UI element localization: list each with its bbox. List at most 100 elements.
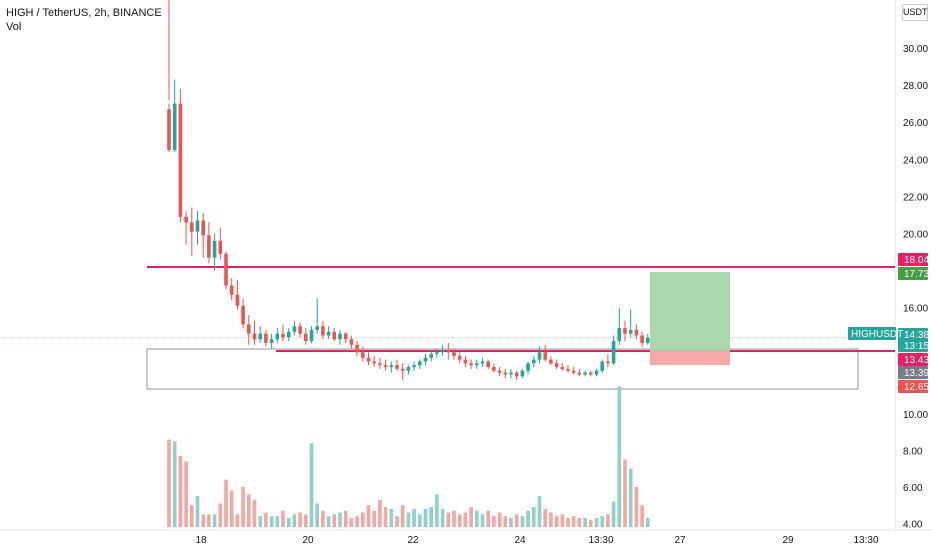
volume-indicator-label: Vol	[6, 21, 22, 33]
volume-bar	[514, 514, 519, 527]
volume-bar	[617, 386, 622, 527]
currency-unit-button[interactable]: USDT	[902, 4, 928, 21]
candle-body	[446, 350, 451, 353]
candle-body	[212, 240, 217, 258]
price-tick-label: 20.00	[903, 230, 928, 241]
candle-body	[583, 372, 587, 375]
candle-body	[600, 361, 604, 371]
candle-body	[611, 341, 616, 364]
candle-body	[617, 328, 622, 342]
candle-body	[361, 352, 365, 358]
volume-bar	[235, 514, 240, 527]
volume-bar	[429, 507, 433, 527]
volume-bar	[566, 518, 570, 527]
candle-body	[269, 339, 274, 343]
candle-body	[309, 329, 314, 342]
candle-body	[452, 352, 456, 356]
symbol-tag	[848, 327, 896, 340]
candle-body	[235, 294, 240, 306]
volume-bar	[412, 508, 416, 527]
candle-body	[383, 365, 388, 368]
candle-body	[286, 331, 291, 338]
candle-body	[258, 333, 262, 340]
volume-bar	[326, 516, 331, 527]
volume-bar	[560, 514, 565, 527]
volume-bar	[184, 461, 188, 527]
candle-body	[406, 367, 411, 371]
volume-bar	[463, 512, 468, 527]
volume-bar	[212, 514, 217, 527]
price-tick-label: 24.00	[903, 155, 928, 166]
candle-body	[537, 352, 542, 360]
volume-bar	[218, 503, 223, 527]
candle-body	[549, 359, 553, 364]
time-tick-label: 13:30	[853, 535, 878, 546]
volume-bar	[418, 514, 422, 527]
candle-body	[423, 357, 428, 362]
volume-bar	[503, 516, 508, 527]
volume-bar	[332, 514, 337, 527]
volume-bar	[201, 514, 205, 527]
volume-bar	[628, 468, 633, 527]
volume-bar	[275, 516, 280, 527]
volume-bar	[435, 494, 439, 527]
candle-body	[247, 324, 251, 334]
candle-body	[264, 333, 268, 343]
volume-bar	[571, 516, 576, 527]
candle-body	[218, 240, 223, 254]
candle-body	[332, 331, 337, 340]
candle-body	[480, 361, 485, 364]
volume-bar	[549, 512, 553, 527]
candle-body	[646, 337, 650, 343]
candle-body	[526, 363, 530, 371]
candle-body	[418, 361, 422, 366]
candle-body	[207, 235, 211, 258]
volume-bar	[634, 487, 639, 527]
candle-body	[560, 367, 565, 369]
candle-body	[606, 361, 610, 364]
candle-body	[577, 372, 582, 375]
candle-body	[514, 372, 519, 377]
symbol-tag-label: HIGHUSDT	[851, 329, 903, 340]
candle-body	[172, 103, 177, 151]
volume-bar	[537, 496, 542, 527]
volume-bar	[361, 512, 365, 527]
volume-bar	[378, 499, 382, 527]
candle-body	[554, 363, 559, 368]
volume-bar	[452, 510, 456, 527]
volume-bar	[190, 505, 194, 527]
candle-body	[628, 329, 633, 334]
volume-bar	[475, 510, 479, 527]
volume-bar	[543, 508, 547, 527]
candle-body	[355, 344, 359, 353]
candle-body	[378, 363, 382, 366]
candle-body	[503, 372, 508, 375]
price-tick-label: 28.00	[903, 81, 928, 92]
price-tick-label: 22.00	[903, 192, 928, 203]
candle-body	[440, 350, 445, 353]
volume-bar	[172, 441, 177, 527]
volume-bar	[315, 503, 319, 527]
candle-body	[492, 367, 496, 371]
volume-bar	[446, 512, 451, 527]
price-tag-label: 14.38	[904, 330, 929, 341]
volume-bar	[457, 514, 462, 527]
candle-body	[292, 326, 297, 332]
candle-body	[241, 305, 245, 325]
candle-body	[640, 335, 644, 343]
candle-body	[275, 333, 280, 340]
volume-bar	[286, 518, 291, 527]
price-tag-label: 17.73	[904, 269, 929, 280]
candle-body	[400, 368, 405, 371]
volume-bar	[589, 519, 593, 527]
volume-bar	[366, 505, 371, 527]
candle-body	[349, 339, 354, 345]
candle-body	[190, 222, 194, 232]
volume-bar	[241, 487, 245, 527]
time-tick-label: 18	[195, 535, 207, 546]
time-tick-label: 27	[674, 535, 686, 546]
volume-bar	[395, 516, 399, 527]
volume-bar	[309, 443, 314, 527]
price-tag-label: 13:15	[904, 341, 929, 352]
